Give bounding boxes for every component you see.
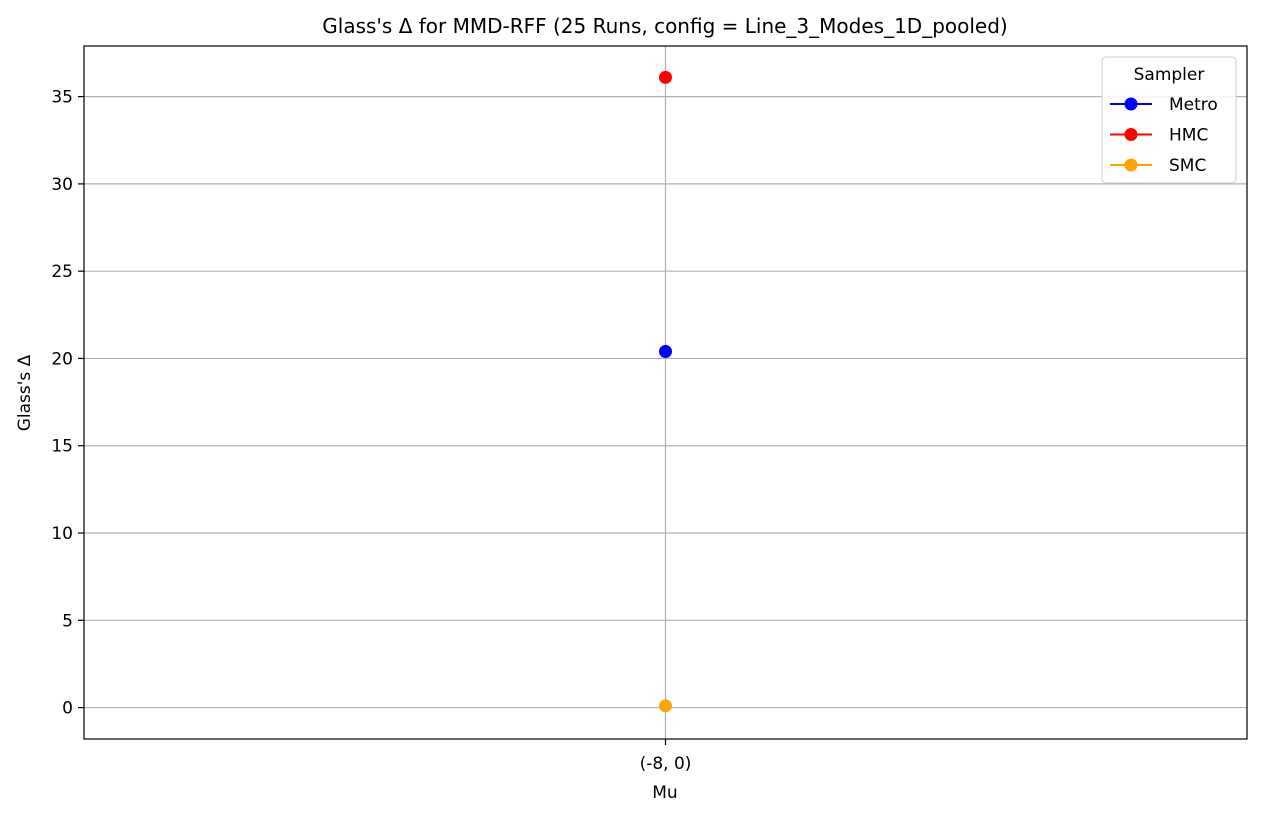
series-layer (659, 70, 672, 713)
legend-label: Metro (1169, 95, 1218, 115)
x-axis-title: Mu (652, 783, 677, 803)
legend-swatch-marker (1124, 128, 1138, 141)
grid-lines (84, 46, 1247, 739)
y-tick-label: 10 (51, 524, 73, 544)
legend-swatch-marker (1124, 97, 1138, 111)
legend-title: Sampler (1134, 65, 1205, 85)
legend-items: Metro HMC SMC (1110, 95, 1218, 176)
legend-box (1101, 56, 1237, 184)
y-axis-title: Glass's Δ (15, 354, 35, 431)
y-tick-label: 30 (51, 175, 73, 195)
series-hmc (659, 70, 672, 84)
y-tick-label: 15 (51, 437, 73, 457)
legend-swatch-marker (1124, 158, 1138, 172)
chart-title: Glass's Δ for MMD-RFF (25 Runs, config =… (322, 14, 1007, 38)
x-axis: (-8, 0) (640, 739, 692, 774)
y-tick-label: 35 (51, 88, 73, 108)
y-tick-label: 20 (51, 349, 73, 369)
y-tick-label: 25 (51, 262, 73, 282)
y-tick-label: 5 (62, 611, 73, 631)
series-metro (659, 344, 672, 358)
legend-label: SMC (1169, 156, 1206, 176)
series-smc (659, 699, 672, 713)
data-point-smc (659, 699, 672, 713)
legend-item-hmc: HMC (1110, 126, 1208, 146)
legend-item-metro: Metro (1110, 95, 1218, 115)
y-axis: 0 5 10 15 20 25 30 35 (51, 88, 84, 719)
legend-item-smc: SMC (1110, 156, 1206, 176)
y-tick-label: 0 (62, 699, 73, 719)
data-point-hmc (659, 70, 672, 84)
plot-area (83, 45, 1248, 740)
data-point-metro (659, 344, 672, 358)
legend-label: HMC (1169, 126, 1208, 146)
legend: Sampler Metro HMC SMC (1101, 56, 1237, 184)
x-tick-label: (-8, 0) (640, 754, 692, 774)
